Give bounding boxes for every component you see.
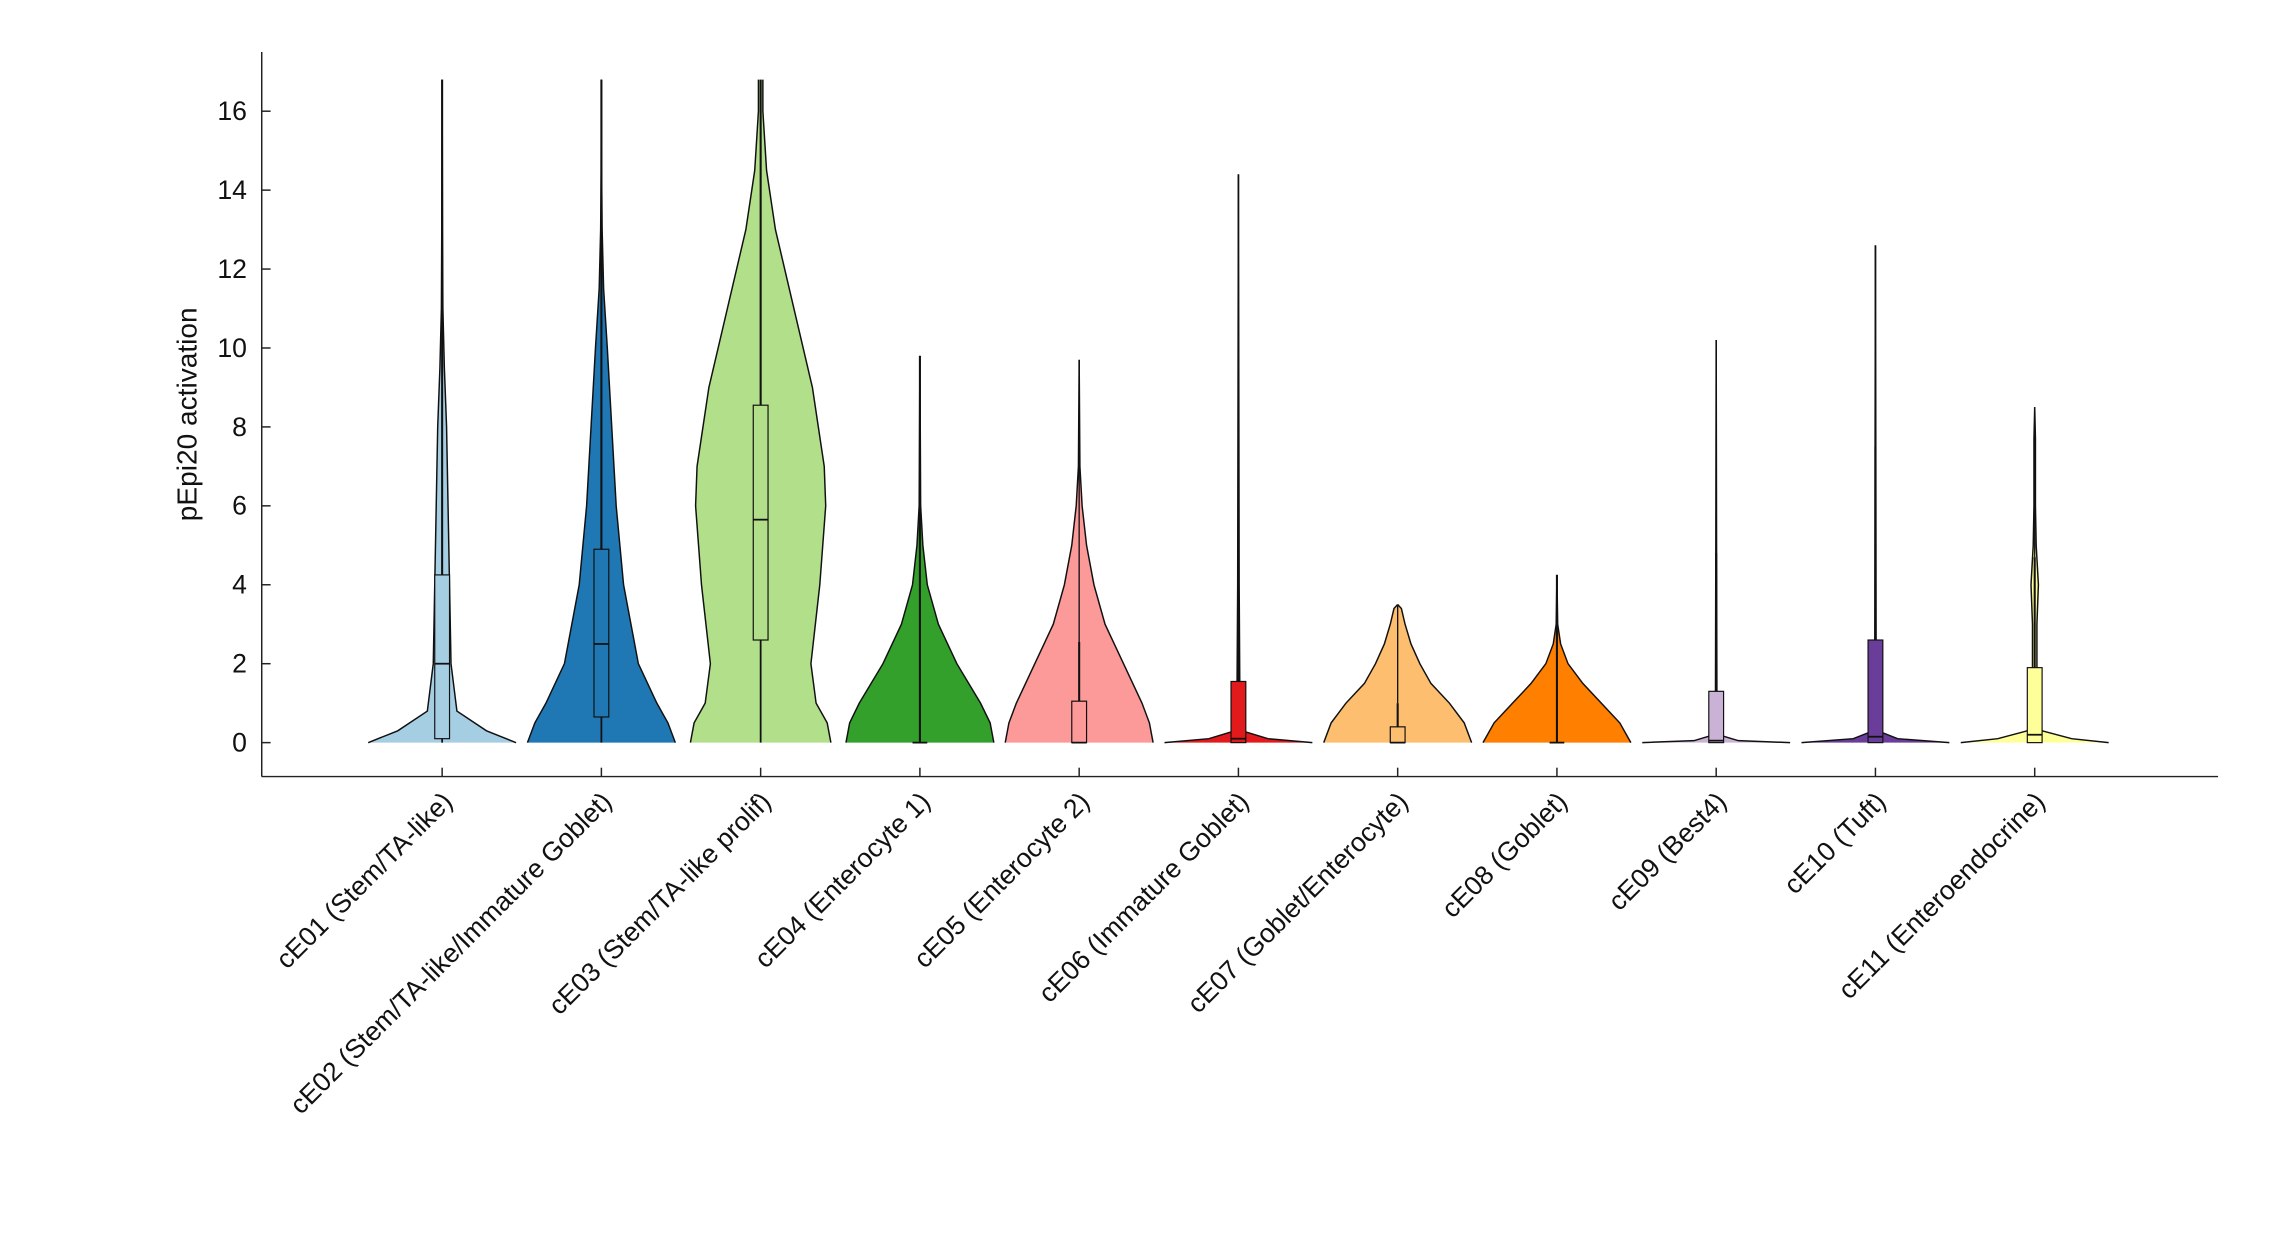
box	[1708, 690, 1725, 744]
violin-left	[1482, 574, 1558, 743]
box	[1071, 700, 1088, 744]
violin-right	[441, 79, 517, 744]
violin-left	[1960, 407, 2036, 744]
violin-left	[1323, 603, 1399, 743]
x-tick-label: cE01 (Stem/TA-like)	[270, 786, 458, 974]
y-tick-label: 12	[217, 254, 247, 284]
violin-right	[1556, 574, 1632, 743]
violin-right	[919, 355, 995, 743]
y-axis-label: pEpi20 activation	[172, 307, 203, 521]
y-tick-label: 2	[232, 649, 247, 679]
box	[2026, 667, 2043, 744]
box	[593, 548, 610, 718]
box	[1867, 639, 1884, 744]
violin-left	[845, 355, 921, 743]
y-tick-label: 14	[217, 175, 247, 205]
violin-right	[762, 79, 832, 743]
box	[1230, 680, 1247, 744]
box	[752, 404, 769, 641]
x-tick-label: cE08 (Goblet)	[1436, 786, 1573, 923]
box	[434, 574, 451, 740]
y-tick-label: 6	[232, 491, 247, 521]
y-tick-label: 4	[232, 570, 247, 600]
violin-right	[1078, 359, 1154, 743]
y-tick-label: 8	[232, 412, 247, 442]
violin-right	[1874, 245, 1950, 744]
x-tick-label: cE09 (Best4)	[1602, 786, 1732, 916]
y-tick-label: 0	[232, 728, 247, 758]
violin-right	[1237, 174, 1313, 744]
violin-right	[2033, 407, 2109, 744]
y-tick-label: 10	[217, 333, 247, 363]
box	[1389, 726, 1406, 744]
violin-right	[1397, 603, 1473, 743]
x-tick-label: cE10 (Tuft)	[1778, 786, 1892, 900]
violin-left	[1642, 340, 1717, 744]
violin-right	[1715, 340, 1791, 744]
violin-left	[689, 79, 760, 743]
x-tick-label: cE02 (Stem/TA-like/Immature Goblet)	[284, 786, 618, 1120]
violin-left	[1801, 245, 1877, 744]
violin-left	[1164, 174, 1240, 744]
x-tick-label: cE05 (Enterocyte 2)	[908, 786, 1096, 974]
y-tick-label: 16	[217, 96, 247, 126]
violin-left	[367, 79, 443, 744]
violin-left	[1004, 359, 1080, 743]
x-tick-label: cE04 (Enterocyte 1)	[748, 786, 936, 974]
